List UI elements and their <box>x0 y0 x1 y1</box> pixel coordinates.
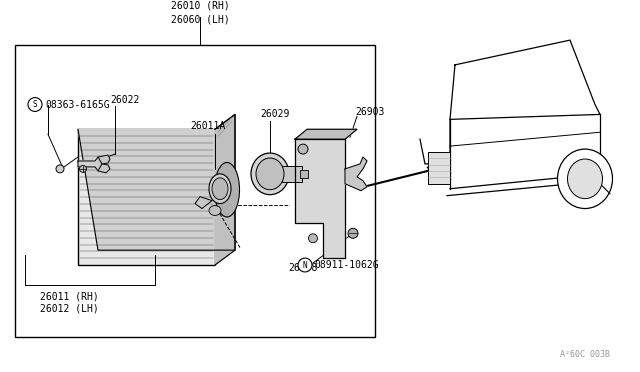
Polygon shape <box>345 157 367 191</box>
Ellipse shape <box>256 158 284 190</box>
Polygon shape <box>78 157 102 171</box>
Ellipse shape <box>557 149 612 209</box>
Text: 26098: 26098 <box>288 263 317 273</box>
Text: 26010 (RH): 26010 (RH) <box>171 0 229 10</box>
Text: S: S <box>33 100 37 109</box>
Ellipse shape <box>251 153 289 195</box>
Polygon shape <box>295 129 357 139</box>
Ellipse shape <box>348 228 358 238</box>
Ellipse shape <box>56 165 64 173</box>
Text: 26011 (RH): 26011 (RH) <box>40 292 99 302</box>
Text: 08363-6165G: 08363-6165G <box>45 100 109 109</box>
Ellipse shape <box>79 166 86 172</box>
Bar <box>282 166 302 182</box>
Ellipse shape <box>212 178 228 200</box>
Ellipse shape <box>568 159 602 199</box>
Polygon shape <box>195 197 212 209</box>
Ellipse shape <box>209 206 221 215</box>
Text: 26012 (LH): 26012 (LH) <box>40 304 99 314</box>
Polygon shape <box>78 115 235 250</box>
Text: 26029: 26029 <box>260 109 289 119</box>
Ellipse shape <box>214 163 239 217</box>
Polygon shape <box>98 155 110 173</box>
Bar <box>428 152 450 184</box>
Text: N: N <box>303 260 307 269</box>
Bar <box>300 170 308 178</box>
Text: 26011A: 26011A <box>190 121 225 131</box>
Ellipse shape <box>308 234 317 243</box>
Text: 26903: 26903 <box>355 108 385 118</box>
Polygon shape <box>215 115 235 265</box>
Ellipse shape <box>298 144 308 154</box>
Circle shape <box>298 258 312 272</box>
Polygon shape <box>295 139 345 258</box>
Text: A²60C 003B: A²60C 003B <box>560 350 610 359</box>
Bar <box>78 129 215 265</box>
Bar <box>15 45 375 337</box>
Ellipse shape <box>209 174 231 203</box>
Text: 08911-1062G: 08911-1062G <box>314 260 379 270</box>
Text: 26022: 26022 <box>110 94 140 105</box>
Circle shape <box>28 97 42 112</box>
Text: 26060 (LH): 26060 (LH) <box>171 14 229 24</box>
